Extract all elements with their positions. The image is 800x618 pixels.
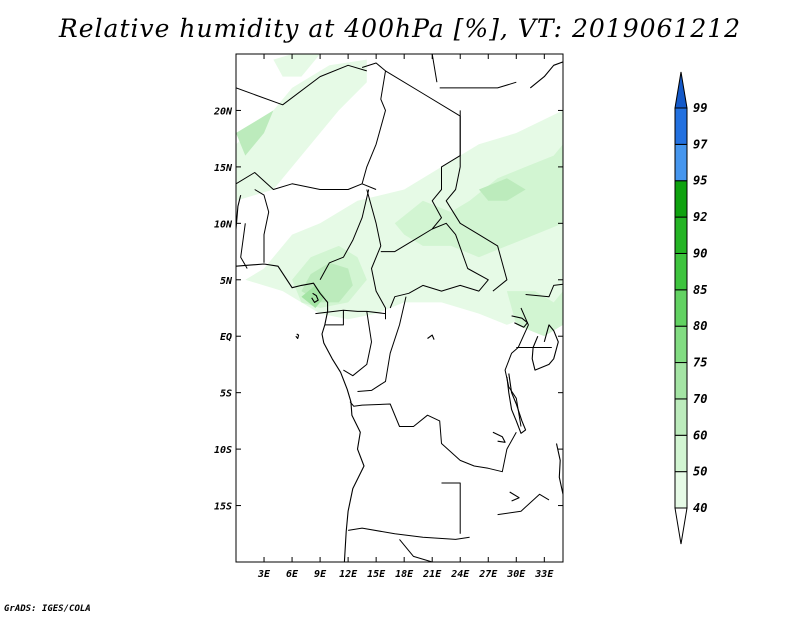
colorbar-level-label: 70 [693,392,707,406]
colorbar-level-label: 99 [693,101,707,115]
colorbar-level-label: 85 [693,283,707,297]
colorbar-level-label: 97 [693,137,708,151]
country-border [385,70,461,230]
colorbar-box [674,180,688,218]
latitude-tick-label: 10N [214,219,233,230]
longitude-tick-label: 12E [339,569,358,580]
map-title: Relative humidity at 400hPa [%], VT: 201… [58,14,742,43]
coastline-segment [506,373,527,434]
country-border [399,539,433,562]
colorbar-box [674,362,688,400]
country-border [254,189,270,263]
colorbar-box [674,252,688,291]
country-borders-layer [236,54,563,562]
coastline-segment [427,334,435,340]
coastline-layer [236,61,563,562]
latitude-tick-label: EQ [220,332,232,343]
country-border [504,307,529,427]
longitude-tick-label: 30E [506,569,526,580]
country-border [445,110,508,292]
country-border [525,283,563,298]
longitude-tick-label: 33E [534,569,554,580]
humidity-region-40 [236,59,367,201]
humidity-region-40 [273,54,321,77]
country-border [348,527,470,540]
colorbar-level-label: 75 [693,356,707,370]
humidity-region-50 [394,144,563,258]
longitude-tick-label: 24E [450,569,470,580]
country-border [324,310,344,326]
colorbar-box [674,398,688,436]
country-border [236,64,367,106]
country-border [439,81,517,89]
latitude-tick-label: 5N [220,276,233,287]
coastline-segment [236,263,365,562]
colorbar-box [674,289,688,327]
latitude-axis: 20N 15N 10N 5N EQ 5S 10S 15S [213,106,563,513]
colorbar-box [674,143,688,182]
longitude-tick-label: 21E [422,569,442,580]
coastline-segment [492,431,506,443]
colorbar-box [674,216,688,254]
longitude-axis: 3E 6E 9E 12E 15E 18E 21E 24E 27E 30E 33E [257,54,554,580]
humidity-region-60 [478,178,526,201]
latitude-tick-label: 5S [220,389,232,400]
colorbar-lower-arrow [674,507,688,545]
map-frame [235,53,564,563]
longitude-tick-label: 9E [314,569,327,580]
country-border [361,62,386,190]
longitude-tick-label: 15E [367,569,386,580]
country-border [441,482,461,534]
coastline-segment [511,315,529,328]
grads-credit: GrADS: IGES/COLA [4,604,91,614]
coastline-segment [509,491,520,502]
country-border [366,189,386,320]
country-border [343,311,372,377]
humidity-region-60 [236,110,274,156]
latitude-tick-label: 15N [214,163,233,174]
country-border [319,189,370,281]
latitude-tick-label: 20N [213,106,233,117]
coastline-segment [311,292,319,303]
country-border [349,401,517,473]
country-border [240,223,248,269]
longitude-tick-label: 18E [395,569,414,580]
country-border [380,222,489,309]
country-border [357,296,407,392]
coastline-segment [555,443,563,495]
coastline-segment [529,61,563,89]
colorbar-level-label: 50 [693,465,707,479]
colorbar-level-label: 60 [693,428,707,442]
longitude-tick-label: 3E [257,569,271,580]
colorbar-box [674,434,688,473]
latitude-tick-label: 10S [214,445,232,456]
colorbar-level-label: 90 [693,246,707,260]
country-border [497,493,550,516]
country-border [315,309,386,315]
country-border [431,54,438,83]
colorbar: 40 50 60 70 75 80 85 90 92 95 97 99 [674,71,708,545]
coastline-segment [295,333,300,340]
colorbar-level-label: 80 [693,319,707,333]
colorbar-box [674,107,688,145]
colorbar-level-label: 92 [693,210,707,224]
colorbar-level-label: 40 [693,501,707,515]
latitude-tick-label: 15S [214,502,232,513]
longitude-tick-label: 6E [286,569,299,580]
colorbar-upper-arrow [674,71,688,109]
colorbar-box [674,471,688,509]
coastline-segment [531,324,559,371]
colorbar-box [674,325,688,364]
longitude-tick-label: 27E [478,569,498,580]
coastline-segment [236,194,242,230]
colorbar-level-label: 95 [693,174,707,188]
country-border [236,172,363,190]
